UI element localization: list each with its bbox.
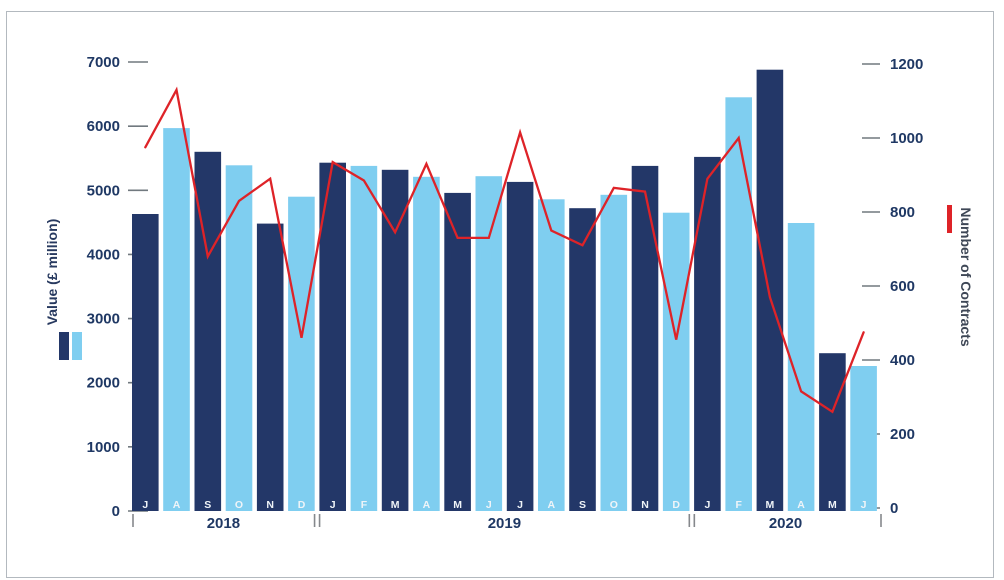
right-axis-tick-label: 1200	[890, 56, 923, 73]
month-label: M	[828, 499, 837, 511]
month-label: A	[173, 499, 181, 511]
month-label: M	[453, 499, 462, 511]
left-axis-tick-label: 1000	[87, 439, 120, 456]
month-label: D	[298, 499, 306, 511]
month-label: J	[330, 499, 336, 511]
value-bar	[381, 169, 409, 512]
year-label: 2019	[488, 515, 521, 532]
month-label: J	[861, 499, 867, 511]
value-bar	[569, 208, 596, 511]
left-axis-tick-label: 3000	[87, 311, 120, 328]
left-axis-tick-label: 7000	[87, 54, 120, 71]
month-label: M	[766, 499, 775, 511]
left-axis-tick-label: 5000	[87, 182, 120, 199]
month-label: J	[486, 499, 492, 511]
year-label: 2020	[769, 515, 802, 532]
value-bar	[600, 194, 628, 512]
value-bar	[413, 176, 440, 512]
month-label: S	[579, 499, 586, 511]
year-label: 2018	[207, 515, 240, 532]
value-bar	[163, 128, 190, 511]
month-label: A	[797, 499, 805, 511]
month-label: M	[391, 499, 400, 511]
legend-swatch-contracts-line	[947, 205, 952, 233]
value-bar	[538, 199, 565, 512]
month-label: F	[361, 499, 368, 511]
value-bar	[694, 156, 721, 511]
month-label: F	[735, 499, 742, 511]
right-axis-tick-label: 1000	[890, 130, 923, 147]
left-axis-title: Value (£ million)	[44, 218, 60, 326]
value-bar	[850, 366, 877, 511]
value-bar	[662, 212, 690, 511]
right-axis-tick-label: 0	[890, 500, 898, 517]
value-bar	[756, 69, 784, 511]
month-label: A	[423, 499, 431, 511]
left-axis-tick-label: 6000	[87, 118, 120, 135]
value-bar	[350, 165, 378, 511]
value-bar	[132, 214, 159, 511]
value-bar	[475, 176, 503, 511]
month-label: D	[672, 499, 680, 511]
right-axis-tick-label: 400	[890, 352, 915, 369]
value-bar	[787, 223, 815, 511]
right-axis-tick-label: 800	[890, 204, 915, 221]
value-bar	[444, 192, 471, 511]
month-label: N	[266, 499, 274, 511]
value-bar	[319, 162, 346, 511]
month-label: O	[610, 499, 618, 511]
right-axis-tick-label: 600	[890, 278, 915, 295]
value-bar	[256, 223, 284, 511]
left-axis-tick-label: 4000	[87, 246, 120, 263]
contracts-line	[144, 86, 865, 414]
month-label: S	[204, 499, 211, 511]
value-bar	[819, 353, 846, 511]
right-axis-tick-label: 200	[890, 426, 915, 443]
right-axis-title: Number of Contracts	[958, 207, 974, 347]
left-axis-tick-label: 2000	[87, 375, 120, 392]
legend-swatch-value-dark	[59, 332, 69, 360]
value-bar	[506, 181, 534, 511]
month-label: J	[704, 499, 710, 511]
legend-swatch-value-light	[72, 332, 82, 360]
value-bar	[631, 165, 659, 511]
month-label: N	[641, 499, 649, 511]
left-axis-tick-label: 0	[112, 503, 120, 520]
value-bar	[725, 97, 752, 512]
value-bar	[288, 196, 315, 511]
month-label: A	[548, 499, 556, 511]
month-label: O	[235, 499, 243, 511]
month-label: J	[517, 499, 523, 511]
value-bar	[225, 165, 253, 512]
month-label: J	[142, 499, 148, 511]
